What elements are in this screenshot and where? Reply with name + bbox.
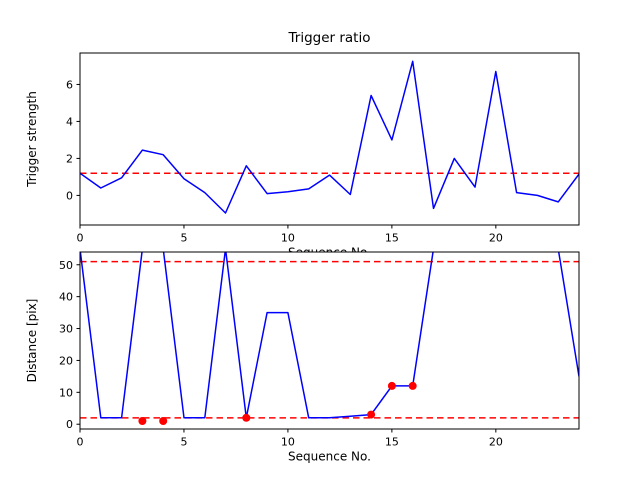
x-tick-label: 10 [281, 436, 295, 449]
x-tick-label: 20 [489, 232, 503, 245]
y-axis-label: Trigger strength [25, 91, 39, 188]
chart-title: Trigger ratio [288, 30, 371, 46]
x-tick-label: 20 [489, 436, 503, 449]
match-marker [408, 381, 417, 390]
axes-frame [79, 251, 580, 430]
y-tick-label: 30 [59, 323, 73, 336]
x-tick-label: 0 [77, 436, 84, 449]
x-tick-label: 5 [180, 232, 187, 245]
match-marker [159, 417, 168, 425]
match-marker [242, 413, 251, 422]
y-tick-label: 10 [59, 386, 73, 399]
axes-background [80, 53, 579, 225]
y-axis-label: Distance [pix] [25, 299, 39, 383]
axes-background [80, 252, 579, 429]
axes-frame [79, 52, 580, 226]
match-marker [367, 410, 376, 419]
trigger-strength-line [80, 60, 579, 214]
x-tick-label: 10 [281, 232, 295, 245]
y-tick-label: 50 [59, 259, 73, 272]
y-tick-label: 6 [66, 78, 73, 91]
y-tick-label: 0 [66, 189, 73, 202]
x-tick-label: 0 [77, 232, 84, 245]
x-tick-label: 15 [385, 436, 399, 449]
x-tick-label: 15 [385, 232, 399, 245]
y-tick-label: 40 [59, 291, 73, 304]
y-tick-label: 20 [59, 354, 73, 367]
distance-line [80, 252, 579, 419]
y-tick-label: 4 [66, 115, 73, 128]
y-tick-label: 0 [66, 418, 73, 431]
x-tick-label: 5 [180, 436, 187, 449]
x-axis-label: Sequence No. [288, 450, 371, 464]
match-marker [387, 381, 396, 390]
match-marker [138, 417, 147, 425]
y-tick-label: 2 [66, 152, 73, 165]
